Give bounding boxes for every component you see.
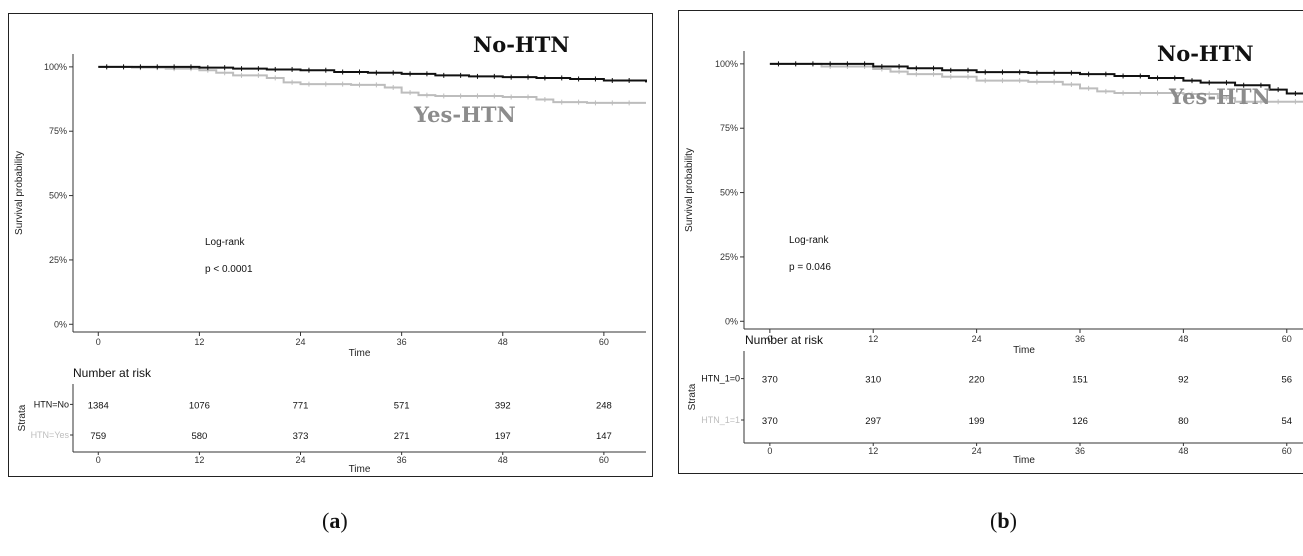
risk-row-label: HTN=Yes [31,430,70,440]
risk-x-tick-label: 0 [96,455,101,465]
x-tick-label: 0 [96,337,101,347]
risk-cell: 271 [394,431,410,442]
risk-x-axis-title: Time [1013,455,1035,466]
y-tick-label: 0% [725,316,738,326]
risk-x-tick-label: 24 [296,455,306,465]
y-axis-title: Survival probability [14,151,25,235]
risk-table-title: Number at risk [745,333,824,347]
risk-cell: 759 [90,431,106,442]
risk-x-tick-label: 60 [599,455,609,465]
x-tick-label: 48 [498,337,508,347]
risk-x-tick-label: 48 [498,455,508,465]
risk-cell: 771 [293,400,309,411]
risk-x-tick-label: 60 [1282,446,1292,456]
risk-x-tick-label: 0 [767,446,772,456]
risk-table-title: Number at risk [73,366,152,380]
survival-curve-yes-htn [769,62,1303,103]
figure-caption-b: (b) [990,508,1017,533]
figure-caption-a: (a) [322,508,348,533]
risk-cell: 571 [394,400,410,411]
series-label-yes-htn: Yes-HTN [1168,84,1271,109]
risk-cell: 54 [1281,416,1292,427]
km-panel-b: 0% 25% 50% 75% 100% 0 12 24 36 48 60 Time Survival p… [678,10,1303,474]
p-value-label: p < 0.0001 [205,264,253,275]
risk-cell: 56 [1281,375,1292,386]
x-tick-label: 24 [296,337,306,347]
risk-cell: 199 [969,416,985,427]
y-tick-label: 75% [720,123,738,133]
km-panel-a: 0% 25% 50% 75% 100% 0 12 24 36 48 60 Time Survival p… [8,13,653,477]
risk-row-label: HTN_1=0 [701,374,740,384]
y-tick-label: 75% [49,126,67,136]
x-tick-label: 48 [1178,334,1188,344]
risk-cell: 92 [1178,375,1189,386]
risk-cell: 580 [191,431,207,442]
y-tick-label: 0% [54,319,67,329]
caption-letter-b: b [997,508,1010,533]
risk-cell: 248 [596,400,612,411]
y-tick-label: 25% [49,255,67,265]
risk-x-tick-label: 48 [1178,446,1188,456]
y-tick-label: 25% [720,252,738,262]
x-tick-label: 36 [397,337,407,347]
series-label-no-htn: No-HTN [473,32,570,57]
risk-cell: 1384 [88,400,109,411]
series-label-yes-htn: Yes-HTN [413,102,516,127]
survival-curve-yes-htn [98,65,646,104]
risk-cell: 147 [596,431,612,442]
risk-x-tick-label: 36 [1075,446,1085,456]
risk-cell: 126 [1072,416,1088,427]
km-chart-a: 0% 25% 50% 75% 100% 0 12 24 36 48 60 Time Survival p… [14,32,647,475]
risk-x-tick-label: 12 [194,455,204,465]
risk-x-tick-label: 24 [972,446,982,456]
risk-row-label: HTN_1=1 [701,415,740,425]
strata-label: Strata [17,404,28,431]
y-axis-title: Survival probability [684,148,695,232]
risk-cell: 370 [762,375,778,386]
risk-cell: 370 [762,416,778,427]
x-tick-label: 12 [868,334,878,344]
x-tick-label: 60 [599,337,609,347]
x-tick-label: 12 [194,337,204,347]
risk-cell: 151 [1072,375,1088,386]
risk-x-axis-title: Time [349,464,371,475]
y-tick-label: 50% [49,191,67,201]
risk-cell: 392 [495,400,511,411]
risk-row-label: HTN=No [34,399,69,409]
risk-cell: 373 [293,431,309,442]
survival-curve-no-htn [98,65,647,83]
series-label-no-htn: No-HTN [1157,41,1254,66]
log-rank-label: Log-rank [205,237,245,248]
x-tick-label: 36 [1075,334,1085,344]
risk-cell: 220 [969,375,985,386]
x-axis-title: Time [1013,345,1035,356]
risk-cell: 310 [865,375,881,386]
p-value-label: p = 0.046 [789,262,831,273]
x-tick-label: 60 [1282,334,1292,344]
log-rank-label: Log-rank [789,235,829,246]
y-tick-label: 50% [720,188,738,198]
x-tick-label: 0 [767,334,772,344]
risk-cell: 1076 [189,400,210,411]
strata-label: Strata [687,383,698,410]
risk-x-tick-label: 12 [868,446,878,456]
survival-curve-no-htn [769,62,1303,95]
y-tick-label: 100% [44,62,67,72]
x-axis-title: Time [349,348,371,359]
risk-cell: 80 [1178,416,1189,427]
risk-cell: 297 [865,416,881,427]
caption-letter-a: a [329,508,341,533]
km-chart-b: 0% 25% 50% 75% 100% 0 12 24 36 48 60 Time Survival p… [684,41,1303,466]
x-tick-label: 24 [972,334,982,344]
risk-x-tick-label: 36 [397,455,407,465]
y-tick-label: 100% [715,59,738,69]
risk-cell: 197 [495,431,511,442]
